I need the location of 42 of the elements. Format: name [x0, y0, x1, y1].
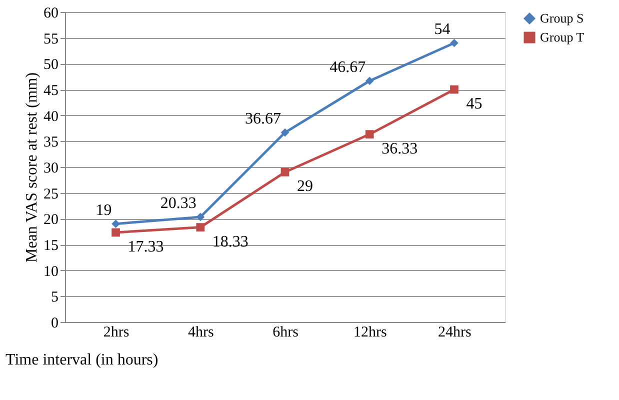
- data-label: 18.33: [212, 233, 248, 250]
- point: [280, 128, 290, 137]
- data-label: 29: [297, 178, 313, 196]
- data-label: 17.33: [128, 238, 164, 256]
- data-label: 20.33: [160, 194, 196, 212]
- data-label: 54: [434, 21, 450, 38]
- y-tick-label: 10: [44, 264, 58, 280]
- point: [112, 228, 120, 237]
- data-label: 46.67: [330, 58, 366, 76]
- legend-label: Group S: [540, 10, 584, 26]
- point: [112, 220, 120, 228]
- point: [450, 38, 458, 48]
- y-tick-label: 60: [44, 6, 58, 22]
- y-tick-label: 15: [44, 238, 58, 254]
- data-label: 36.33: [382, 140, 418, 158]
- point: [365, 76, 374, 86]
- y-tick-label: 40: [44, 108, 58, 125]
- y-tick-label: 55: [44, 31, 58, 48]
- data-label: 45: [466, 96, 482, 112]
- data-label: 36.67: [245, 110, 281, 128]
- point: [450, 85, 458, 94]
- y-tick-label: 50: [44, 57, 58, 74]
- point: [280, 168, 290, 176]
- y-tick-label: 0: [51, 316, 58, 332]
- x-tick-label: 4hrs: [188, 324, 214, 340]
- y-tick-label: 25: [44, 186, 58, 202]
- legend-label: Group T: [540, 30, 584, 44]
- y-tick-label: 45: [44, 83, 58, 99]
- x-tick-label: 6hrs: [272, 324, 299, 340]
- x-tick-label: 24hrs: [438, 324, 472, 340]
- y-tick-label: 35: [44, 134, 58, 151]
- x-tick-label: 2hrs: [103, 324, 130, 340]
- data-label: 19: [96, 202, 112, 219]
- point: [365, 130, 374, 138]
- x-axis-title: Time interval (in hours): [6, 352, 158, 368]
- y-tick-label: 5: [51, 290, 58, 306]
- y-axis-title: Mean VAS score at rest (mm): [24, 72, 40, 263]
- y-tick-label: 30: [44, 160, 58, 176]
- point: [196, 212, 205, 222]
- y-tick-label: 20: [44, 212, 58, 228]
- x-tick-label: 12hrs: [353, 324, 387, 340]
- point: [196, 223, 205, 232]
